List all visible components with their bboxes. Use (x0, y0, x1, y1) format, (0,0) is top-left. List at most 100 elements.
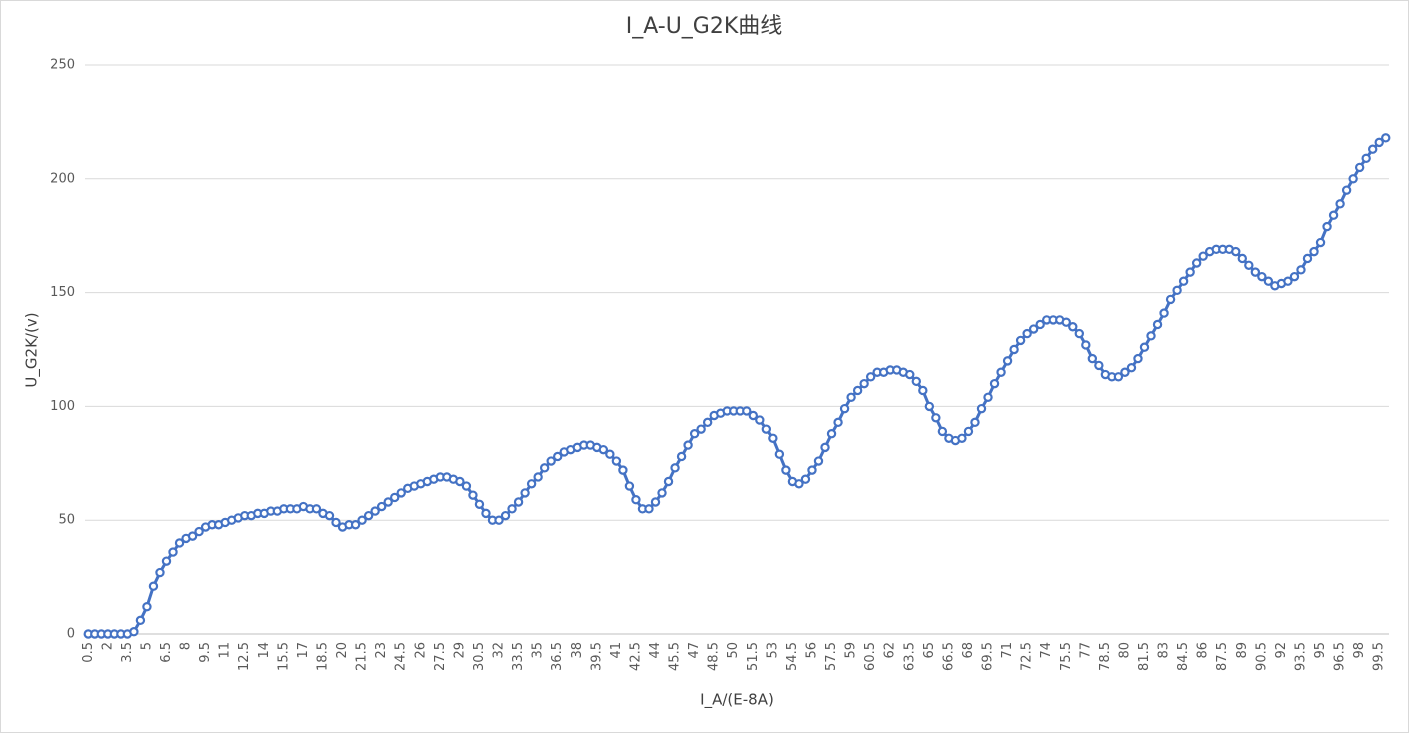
data-point (768, 433, 778, 443)
data-point (663, 476, 674, 487)
x-tick-label: 98 (1352, 642, 1367, 659)
data-point (500, 510, 511, 521)
data-point (924, 401, 935, 412)
x-tick-label: 51.5 (746, 642, 761, 671)
data-point (794, 479, 804, 489)
data-point (546, 456, 556, 466)
x-tick-label: 50 (726, 642, 741, 659)
data-point (1328, 210, 1339, 220)
x-tick-label: 36.5 (550, 642, 565, 671)
data-point (696, 424, 706, 434)
x-tick-label: 72.5 (1020, 642, 1035, 671)
data-point (129, 627, 139, 637)
data-point (918, 385, 928, 396)
x-tick-label: 93.5 (1293, 642, 1308, 671)
data-point (1178, 276, 1189, 286)
data-point (494, 515, 504, 525)
x-tick-label: 41 (609, 642, 624, 659)
data-point (702, 417, 713, 428)
data-point (1367, 144, 1378, 154)
x-tick-label: 18.5 (315, 642, 330, 671)
data-point (168, 547, 178, 557)
x-tick-label: 24.5 (394, 642, 409, 671)
data-point (350, 520, 361, 530)
x-tick-label: 99.5 (1372, 642, 1387, 671)
data-point (852, 385, 863, 396)
data-point (996, 367, 1006, 377)
x-tick-label: 68 (961, 642, 976, 659)
data-point (624, 481, 635, 491)
data-point (983, 392, 993, 402)
data-point (859, 378, 869, 389)
data-point (618, 465, 628, 475)
data-point (1348, 174, 1358, 184)
data-point (963, 426, 974, 437)
data-point (742, 406, 752, 416)
x-tick-label: 78.5 (1098, 642, 1113, 671)
data-point (533, 472, 543, 482)
x-axis-title: I_A/(E-8A) (700, 691, 774, 710)
data-point (187, 531, 198, 541)
data-point (755, 415, 765, 425)
x-tick-label: 56 (804, 642, 819, 659)
data-point (957, 433, 967, 443)
y-tick-label: 50 (58, 513, 75, 528)
x-tick-label: 48.5 (707, 642, 722, 671)
x-tick-label: 96.5 (1333, 642, 1348, 671)
data-point (839, 403, 850, 414)
x-tick-label: 83 (1157, 642, 1172, 659)
x-tick-label: 84.5 (1176, 642, 1191, 671)
data-point (1022, 328, 1032, 339)
x-tick-label: 32 (492, 642, 507, 659)
data-point (826, 429, 837, 439)
x-tick-label: 0.5 (81, 642, 96, 663)
data-point (905, 369, 915, 380)
data-point (461, 481, 472, 491)
data-point (605, 449, 615, 459)
data-point (1191, 258, 1202, 268)
x-tick-label: 90.5 (1254, 642, 1269, 671)
data-point (644, 504, 654, 514)
x-tick-label: 38 (570, 642, 585, 659)
x-tick-label: 3.5 (120, 642, 135, 663)
data-point (657, 488, 667, 498)
x-tick-label: 59 (844, 642, 859, 659)
data-point (148, 581, 159, 591)
data-point (1159, 308, 1169, 318)
data-point (1361, 153, 1371, 164)
x-tick-label: 66.5 (941, 642, 956, 671)
x-tick-label: 54.5 (785, 642, 800, 671)
x-tick-label: 33.5 (511, 642, 526, 671)
x-tick-label: 20 (335, 642, 350, 659)
x-tick-label: 14 (257, 642, 272, 659)
data-point (676, 451, 687, 462)
data-point (631, 495, 641, 505)
x-tick-label: 17 (296, 642, 311, 659)
data-point (383, 497, 393, 507)
data-point (1165, 294, 1176, 305)
data-point (135, 615, 146, 626)
x-tick-label: 81.5 (1137, 642, 1152, 671)
data-point (931, 413, 941, 423)
data-point (194, 526, 204, 537)
data-point (833, 417, 843, 428)
data-point (507, 504, 517, 514)
data-point (331, 517, 341, 528)
data-point (357, 515, 367, 525)
x-tick-label: 11 (218, 642, 233, 659)
data-point (363, 510, 374, 521)
data-point (481, 508, 491, 519)
data-point (1374, 137, 1384, 148)
data-point (1250, 267, 1261, 277)
data-point (1113, 372, 1124, 382)
data-point (1152, 319, 1163, 330)
data-point (800, 474, 811, 484)
data-point (1354, 162, 1365, 173)
data-point (174, 538, 185, 548)
data-point (1028, 324, 1039, 334)
x-tick-label: 86 (1196, 642, 1211, 659)
data-point (155, 567, 165, 578)
data-point (611, 456, 622, 466)
x-tick-label: 53 (765, 642, 780, 659)
chart-title: I_A-U_G2K曲线 (626, 14, 783, 39)
